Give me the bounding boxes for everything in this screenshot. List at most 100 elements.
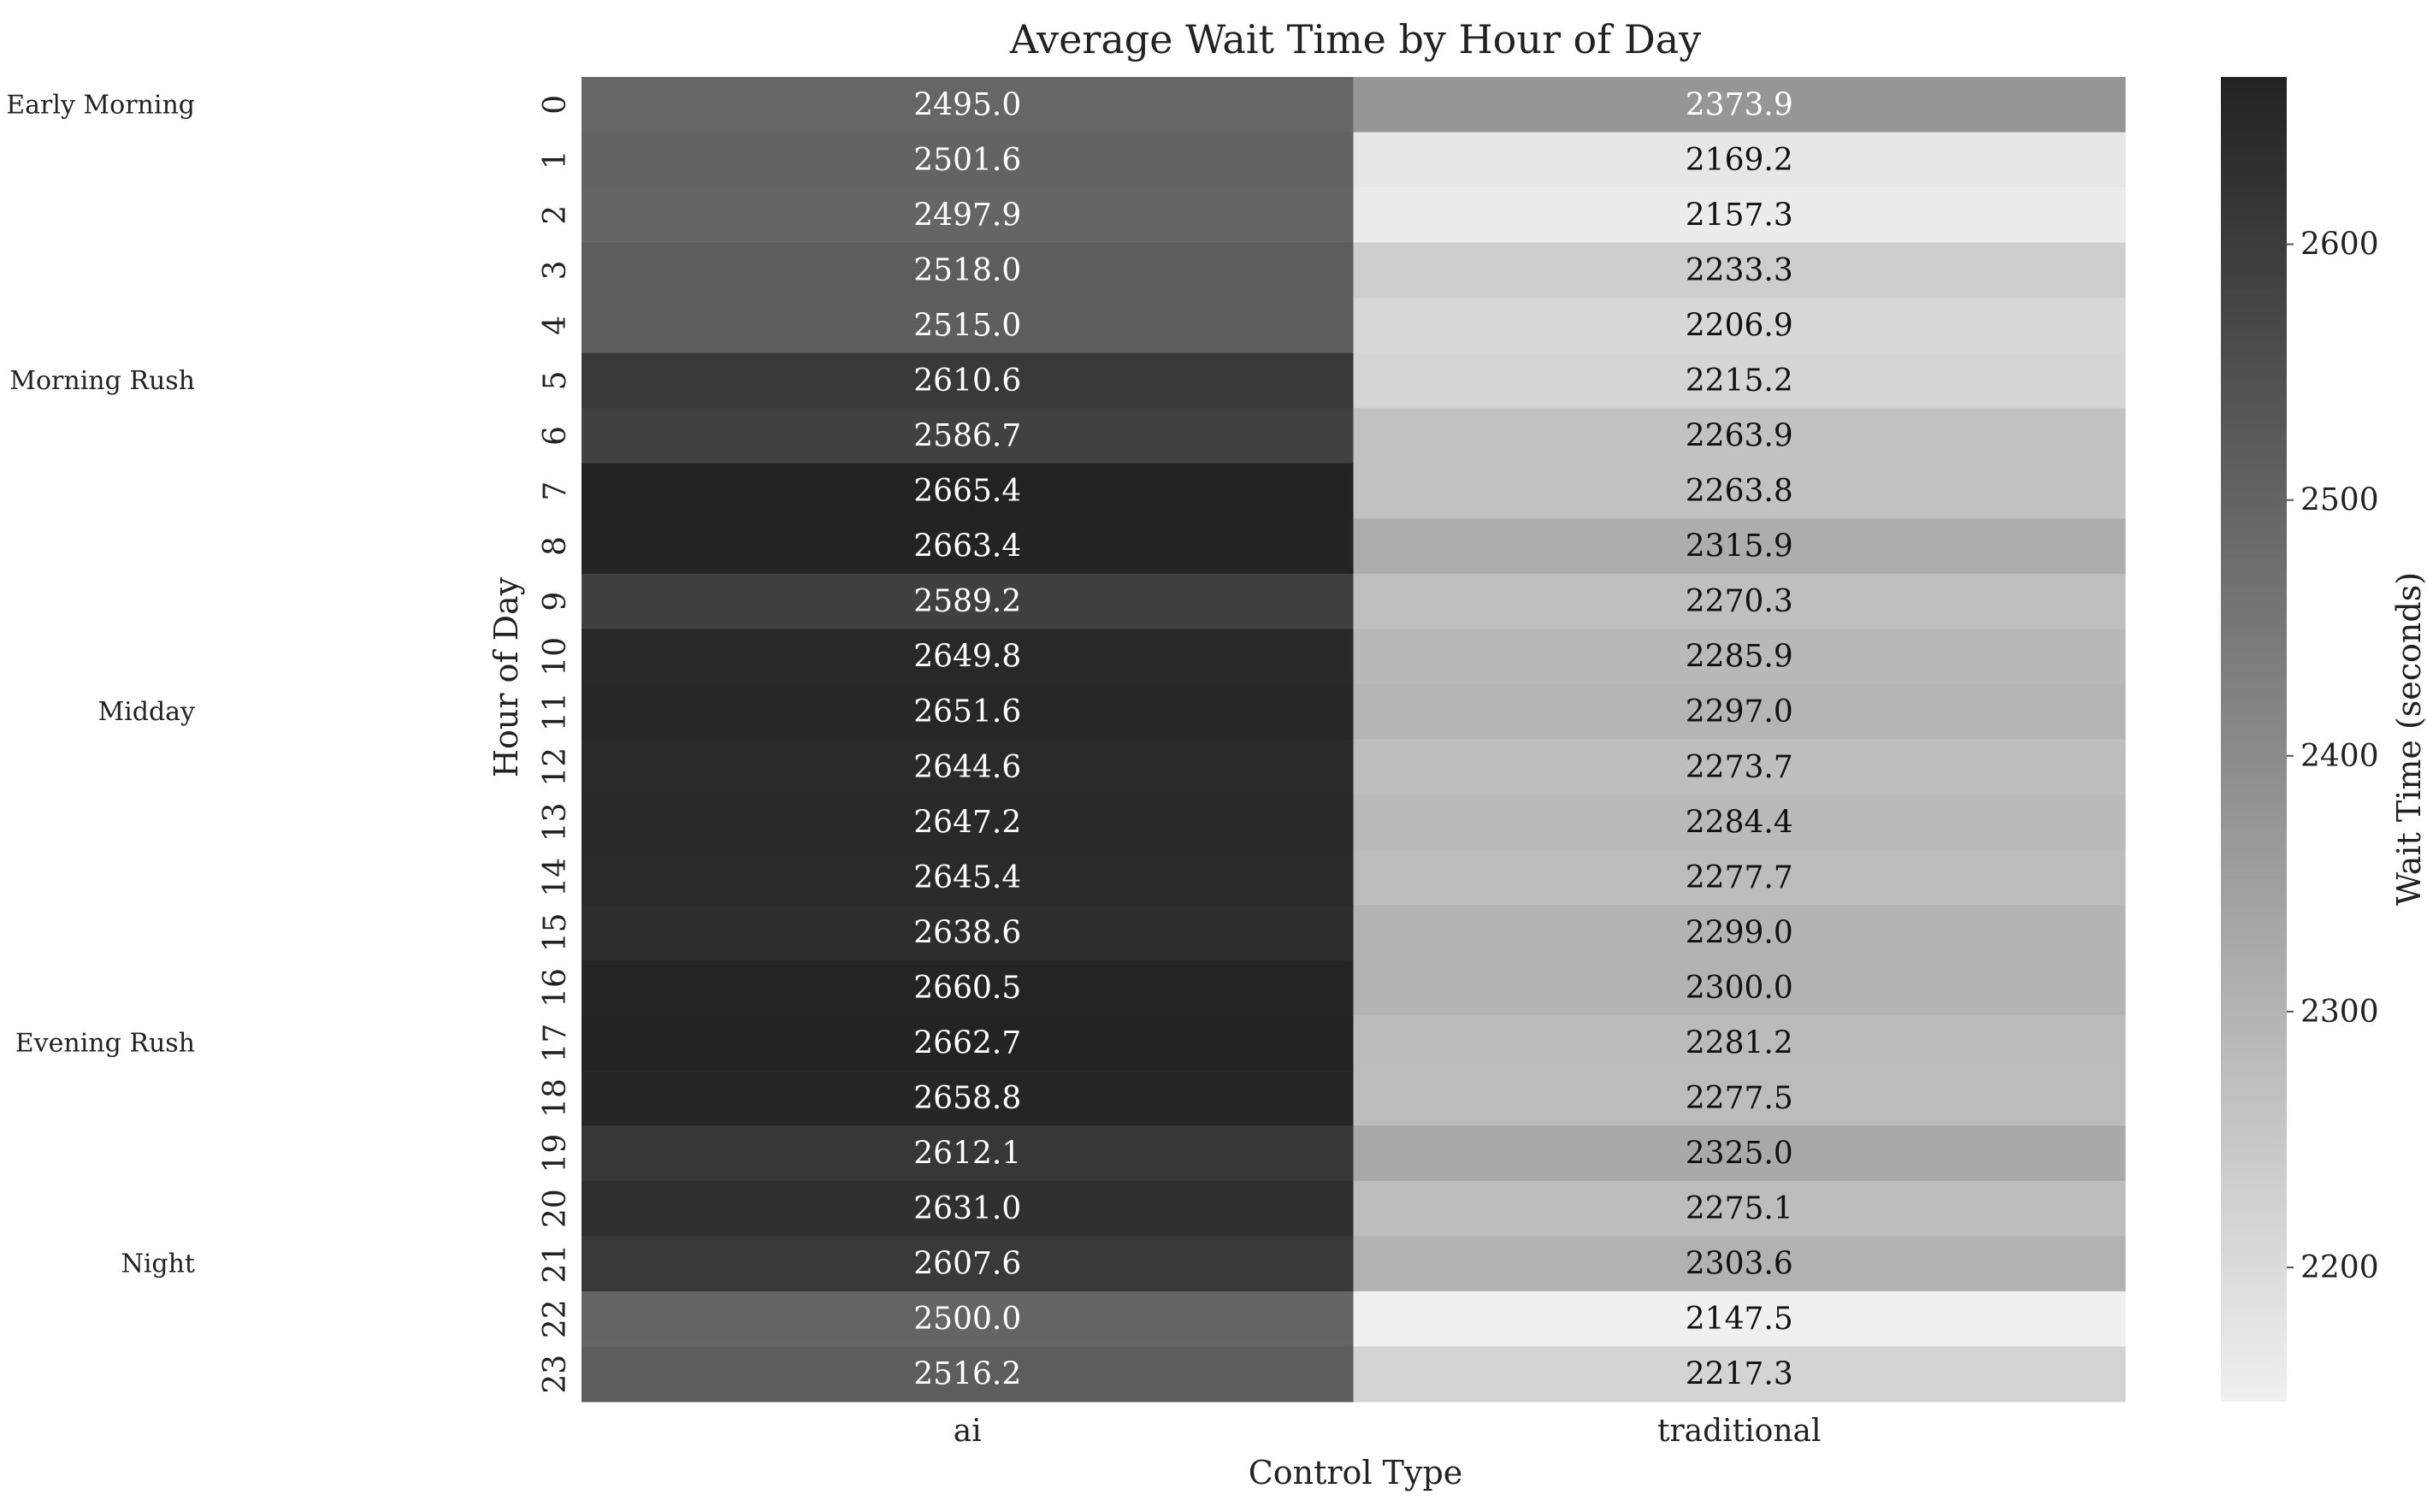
cell-value-label: 2300.0 (1686, 971, 1793, 1006)
cell-value-label: 2373.9 (1686, 87, 1793, 122)
period-group-label: Early Morning (6, 90, 195, 120)
heatmap-cell (582, 132, 1354, 188)
cell-value-label: 2147.5 (1686, 1302, 1793, 1337)
y-tick-label: 17 (538, 1024, 573, 1063)
cell-value-label: 2515.0 (913, 308, 1021, 343)
heatmap-cell (1353, 408, 2126, 464)
y-tick-label: 8 (538, 536, 573, 556)
cell-value-label: 2638.6 (913, 915, 1021, 950)
cell-value-label: 2169.2 (1686, 143, 1793, 178)
y-tick-label: 12 (538, 747, 573, 787)
period-group-label: Evening Rush (15, 1028, 195, 1058)
cell-value-label: 2297.0 (1686, 694, 1793, 729)
heatmap-cell (582, 242, 1354, 298)
cell-value-label: 2270.3 (1686, 584, 1793, 619)
cell-value-label: 2518.0 (913, 253, 1021, 288)
x-axis-label: Control Type (1249, 1454, 1463, 1491)
cell-value-label: 2645.4 (913, 860, 1021, 895)
colorbar-tick-label: 2600 (2300, 227, 2379, 263)
heatmap-cell (1353, 739, 2126, 795)
heatmap-cell (582, 1236, 1354, 1292)
heatmap-cell (1353, 683, 2126, 740)
cell-value-label: 2607.6 (913, 1247, 1021, 1282)
heatmap-cell (1353, 1291, 2126, 1347)
heatmap-cell (1353, 1236, 2126, 1292)
heatmap-cell (1353, 518, 2126, 575)
y-tick-label: 22 (538, 1299, 573, 1338)
cell-value-label: 2610.6 (913, 363, 1021, 399)
cell-value-label: 2495.0 (913, 87, 1021, 122)
period-group-label: Night (121, 1249, 195, 1279)
x-tick-label: ai (954, 1414, 982, 1449)
cell-value-label: 2281.2 (1686, 1025, 1793, 1060)
chart-title: Average Wait Time by Hour of Day (1009, 16, 1701, 62)
y-tick-label: 10 (538, 637, 573, 676)
cell-value-label: 2647.2 (913, 805, 1021, 840)
heatmap-cell (1353, 629, 2126, 685)
heatmap-cell (1353, 1346, 2126, 1403)
cell-value-label: 2649.8 (913, 640, 1021, 675)
heatmap-cell (1353, 463, 2126, 519)
heatmap-cell (1353, 298, 2126, 354)
cell-value-label: 2663.4 (913, 529, 1021, 564)
cell-value-label: 2501.6 (913, 143, 1021, 178)
heatmap-cell (582, 1015, 1354, 1072)
cell-value-label: 2612.1 (913, 1137, 1021, 1172)
heatmap-cell (582, 187, 1354, 244)
heatmap-cell (1353, 187, 2126, 244)
cell-value-label: 2516.2 (913, 1357, 1021, 1392)
cell-value-label: 2658.8 (913, 1081, 1021, 1116)
cell-value-label: 2299.0 (1686, 915, 1793, 950)
y-tick-label: 0 (538, 95, 573, 115)
cell-value-label: 2157.3 (1686, 198, 1793, 233)
cell-value-label: 2215.2 (1686, 363, 1793, 399)
y-tick-label: 18 (538, 1078, 573, 1118)
cell-value-label: 2631.0 (913, 1191, 1021, 1226)
heatmap-cell (1353, 1180, 2126, 1237)
heatmap-cell (582, 1125, 1354, 1182)
cell-value-label: 2277.7 (1686, 860, 1793, 895)
cell-value-label: 2325.0 (1686, 1137, 1793, 1172)
y-tick-label: 20 (538, 1189, 573, 1228)
heatmap-cell (582, 352, 1354, 409)
y-tick-label: 2 (538, 205, 573, 225)
heatmap-cell (1353, 242, 2126, 298)
y-tick-label: 7 (538, 481, 573, 501)
period-group-labels: Early Morning Morning Rush Midday Evening R… (6, 90, 195, 1279)
y-tick-label: 19 (538, 1134, 573, 1173)
y-tick-label: 15 (538, 913, 573, 952)
cell-value-label: 2315.9 (1686, 529, 1793, 564)
heatmap-cell (1353, 1125, 2126, 1182)
y-tick-label: 9 (538, 592, 573, 611)
cell-value-label: 2217.3 (1686, 1357, 1793, 1392)
y-tick-label: 5 (538, 371, 573, 391)
cell-value-label: 2263.9 (1686, 419, 1793, 454)
heatmap-cell (1353, 849, 2126, 906)
y-tick-label: 14 (538, 858, 573, 897)
colorbar-gradient (2221, 77, 2287, 1402)
y-tick-label: 11 (538, 692, 573, 731)
heatmap-cell (1353, 1070, 2126, 1126)
heatmap-cell (582, 849, 1354, 906)
y-tick-label: 4 (538, 316, 573, 335)
heatmap-cell (1353, 794, 2126, 851)
heatmap-cell (1353, 132, 2126, 188)
cell-value-label: 2660.5 (913, 971, 1021, 1006)
cell-value-label: 2284.4 (1686, 805, 1793, 840)
y-tick-label: 13 (538, 802, 573, 842)
cell-value-label: 2233.3 (1686, 253, 1793, 288)
period-group-label: Midday (97, 697, 195, 727)
heatmap-cell (1353, 1015, 2126, 1072)
heatmap-cell (1353, 77, 2126, 133)
cell-value-label: 2586.7 (913, 419, 1021, 454)
colorbar-tick-label: 2400 (2300, 739, 2379, 774)
heatmap-cell (582, 298, 1354, 354)
heatmap-cells (582, 77, 2126, 1403)
heatmap-cell (1353, 573, 2126, 629)
y-tick-label: 3 (538, 260, 573, 280)
cell-value-label: 2651.6 (913, 694, 1021, 729)
cell-value-label: 2662.7 (913, 1025, 1021, 1060)
heatmap-cell (582, 463, 1354, 519)
